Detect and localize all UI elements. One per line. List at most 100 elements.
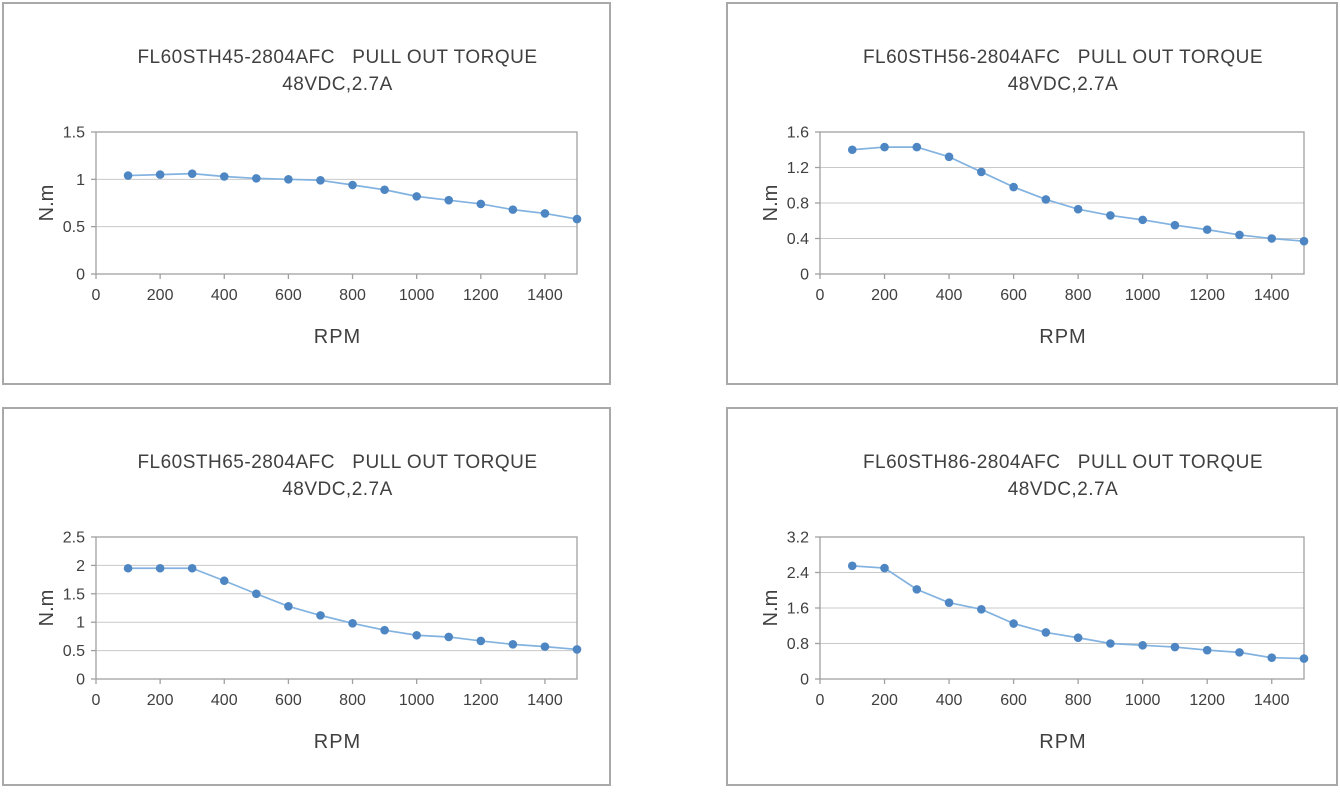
plot-border: [95, 131, 578, 275]
x-tick-label: 400: [211, 692, 238, 709]
data-point: [977, 605, 986, 614]
data-point: [316, 175, 325, 185]
data-point: [1299, 654, 1309, 663]
torque-chart-fl60sth86: 0 0.8 1.6 2.4 3.2 0 200 400 600 800 1000 1200 1400: [787, 530, 1309, 709]
x-tick-label: 1200: [1189, 692, 1225, 709]
torque-chart-fl60sth56: 0 0.4 0.8 1.2 1.6 0 200 400 600 800 1000 1200 1400: [787, 125, 1309, 304]
x-tick-label: 800: [1065, 692, 1092, 709]
chart-panel-fl60sth65: 0 0.5 1 1.5 2 2.5 0 200 400 600 800 1000 1200 1400 FL…: [2, 407, 611, 786]
y-axis-title: N.m: [760, 184, 782, 222]
plot-border: [95, 536, 578, 680]
x-tick-label: 0: [816, 287, 825, 304]
x-tick-label: 200: [871, 287, 898, 304]
y-tick-label: 0.8: [787, 196, 809, 213]
data-point: [1170, 220, 1180, 230]
x-tick-label: 0: [92, 692, 101, 709]
data-point: [316, 611, 325, 620]
y-tick-label: 0.5: [63, 643, 85, 660]
data-point: [348, 180, 357, 190]
x-tick-label: 1400: [1254, 692, 1290, 709]
y-tick-label: 3.2: [787, 530, 809, 547]
data-point: [348, 619, 357, 628]
x-tick-label: 1200: [463, 692, 499, 709]
data-point: [1106, 211, 1115, 220]
data-point: [1202, 645, 1212, 655]
data-point: [187, 169, 197, 178]
data-point: [1235, 648, 1244, 657]
data-point: [284, 601, 293, 611]
chart-panel-fl60sth86: 0 0.8 1.6 2.4 3.2 0 200 400 600 800 1000 1200 1400 F…: [726, 407, 1338, 786]
x-tick-label: 0: [92, 287, 101, 304]
data-point: [912, 585, 922, 594]
data-point: [412, 192, 421, 201]
x-axis-title: RPM: [1039, 731, 1087, 753]
torque-chart-fl60sth65: 0 0.5 1 1.5 2 2.5 0 200 400 600 800 1000 1200 1400: [63, 530, 582, 709]
y-tick-label: 0.8: [787, 636, 809, 653]
data-point: [444, 632, 454, 642]
x-tick-label: 600: [1000, 287, 1027, 304]
data-point: [252, 174, 261, 183]
y-tick-label: 2: [76, 558, 85, 575]
y-axis-title: N.m: [36, 589, 58, 627]
data-point: [944, 152, 954, 162]
x-tick-label: 1200: [1189, 287, 1225, 304]
x-tick-label: 600: [275, 287, 302, 304]
x-tick-label: 1400: [527, 692, 563, 709]
x-tick-label: 1200: [463, 287, 499, 304]
x-tick-label: 1400: [527, 287, 563, 304]
data-point: [1138, 215, 1147, 225]
data-point: [1009, 619, 1018, 628]
y-tick-label: 1.6: [787, 601, 809, 618]
chart-panel-fl60sth45: 0 0.5 1 1.5 0 200 400 600 800 1000 1200 1400 FL60ST…: [2, 2, 611, 385]
y-tick-label: 1.5: [63, 125, 85, 142]
data-point: [444, 195, 454, 205]
data-point: [944, 598, 954, 607]
torque-curve: [852, 564, 1305, 660]
x-tick-label: 1000: [399, 287, 435, 304]
data-point: [1041, 195, 1051, 204]
data-point: [847, 145, 857, 155]
y-axis-title: N.m: [36, 184, 58, 222]
data-point: [476, 199, 486, 209]
data-point: [977, 167, 986, 177]
chart-subtitle: 48VDC,2.7A: [282, 74, 393, 95]
data-point: [284, 175, 293, 184]
x-tick-label: 1000: [399, 692, 435, 709]
x-tick-label: 1000: [1125, 692, 1161, 709]
data-point: [880, 142, 889, 152]
y-tick-label: 0.4: [787, 231, 809, 248]
data-point: [476, 636, 486, 646]
data-point: [540, 642, 550, 651]
y-tick-label: 0: [76, 672, 85, 689]
x-tick-label: 600: [275, 692, 302, 709]
data-point: [1267, 234, 1277, 243]
data-point: [412, 630, 421, 640]
data-point: [1202, 225, 1212, 234]
data-point: [1235, 230, 1244, 240]
x-tick-label: 600: [1000, 692, 1027, 709]
y-tick-label: 1: [76, 172, 85, 189]
data-point: [508, 640, 518, 649]
x-tick-label: 200: [871, 692, 898, 709]
data-point: [123, 171, 133, 180]
data-point: [155, 563, 165, 573]
data-point: [187, 563, 197, 573]
data-point: [1138, 640, 1147, 650]
data-point: [1299, 236, 1309, 246]
torque-curve: [852, 146, 1305, 243]
torque-curve: [128, 567, 578, 651]
data-point: [1267, 653, 1277, 662]
y-tick-label: 1.2: [787, 160, 809, 177]
x-tick-label: 400: [936, 692, 963, 709]
data-point: [880, 563, 889, 573]
x-tick-label: 1400: [1254, 287, 1290, 304]
x-tick-label: 200: [147, 287, 174, 304]
x-axis-title: RPM: [1039, 326, 1087, 348]
data-point: [155, 170, 165, 179]
y-axis-title: N.m: [760, 589, 782, 627]
data-point: [1009, 182, 1018, 192]
y-tick-label: 0.5: [63, 219, 85, 236]
chart-subtitle: 48VDC,2.7A: [282, 479, 393, 500]
y-tick-label: 0: [800, 267, 809, 284]
